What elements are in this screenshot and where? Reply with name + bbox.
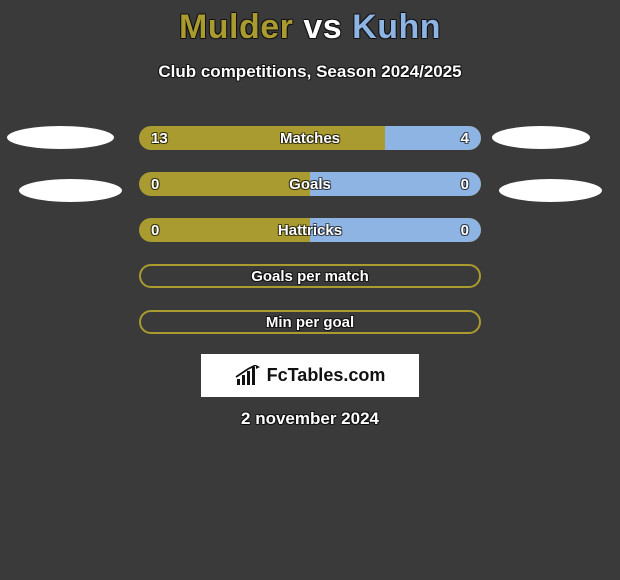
stat-bar: Hattricks0 0 (139, 218, 481, 242)
logo: FcTables.com (201, 354, 419, 397)
bar-label: Goals per match (141, 266, 479, 286)
bar-label: Hattricks (139, 218, 481, 242)
player-photo-placeholder (7, 126, 114, 149)
title-player2: Kuhn (352, 8, 441, 46)
date-text: 2 november 2024 (0, 409, 620, 429)
bar-left-value: 13 (139, 126, 180, 150)
bars-container: Matches134Goals00Hattricks00Goals per ma… (139, 126, 481, 356)
bar-right-value: 4 (449, 126, 481, 150)
player-photo-placeholder (492, 126, 590, 149)
bar-right-value: 0 (449, 218, 481, 242)
title-vs: vs (303, 8, 342, 46)
bar-label: Goals (139, 172, 481, 196)
bar-left-value: 0 (139, 172, 171, 196)
bar-left-value: 0 (139, 218, 171, 242)
bar-label: Min per goal (141, 312, 479, 332)
stat-bar: Goals per match (139, 264, 481, 288)
bar-right-value: 0 (449, 172, 481, 196)
player-photo-placeholder (499, 179, 602, 202)
stat-bar: Min per goal (139, 310, 481, 334)
barchart-icon (235, 365, 261, 387)
stat-bar: Goals0 0 (139, 172, 481, 196)
page-title: Mulder vs Kuhn (0, 8, 620, 47)
logo-text: FcTables.com (267, 365, 386, 386)
stat-bar: Matches13 4 (139, 126, 481, 150)
title-player1: Mulder (179, 8, 293, 46)
bar-label: Matches (139, 126, 481, 150)
subtitle: Club competitions, Season 2024/2025 (0, 62, 620, 82)
player-photo-placeholder (19, 179, 122, 202)
